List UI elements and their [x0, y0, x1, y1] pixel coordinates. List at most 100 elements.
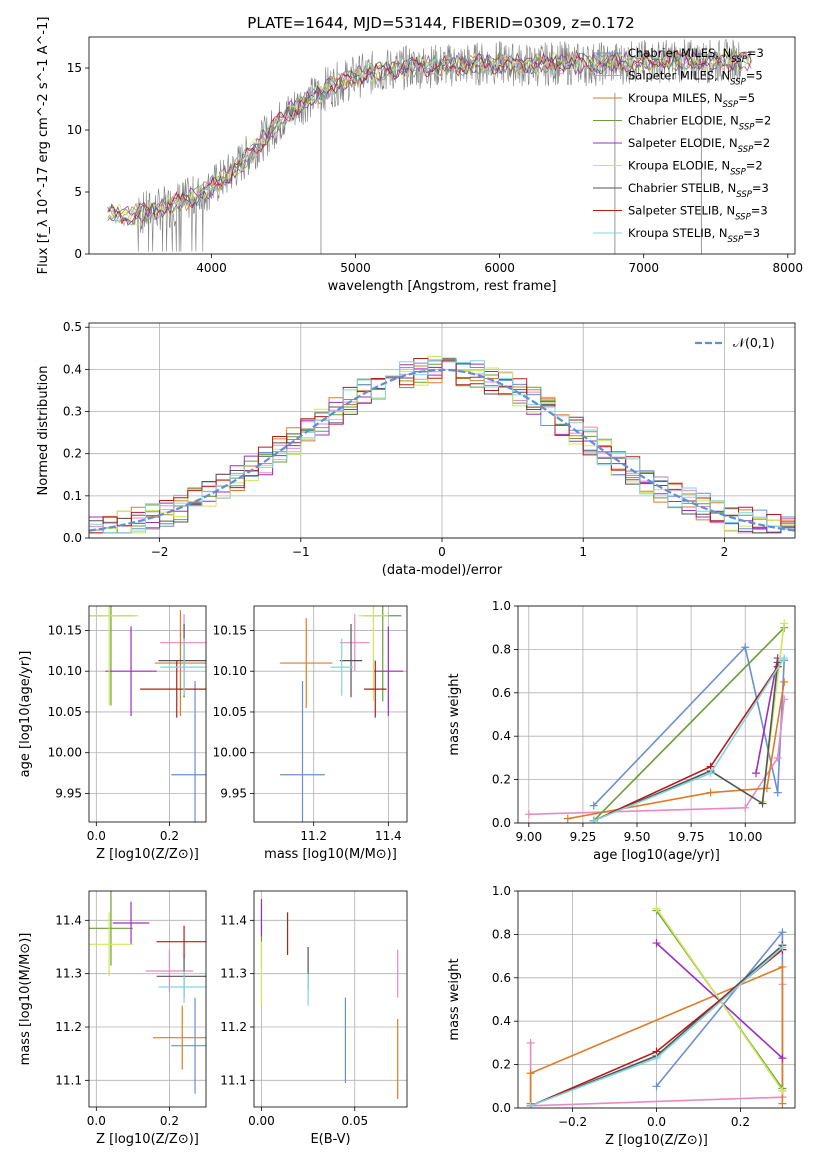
plot-area [89, 606, 206, 822]
panel-1: 4000 5000 6000 7000 8000 0 5 10 15 wavelength [An… [36, 17, 803, 294]
y-tick-label: 0.2 [63, 447, 82, 461]
y-tick-label: 0.5 [63, 320, 82, 334]
y-tick-label: 0.1 [63, 489, 82, 503]
plot-area [89, 891, 206, 1094]
x-tick-label: −1 [292, 545, 310, 559]
y-axis-label: mass [log10(M/M⊙)] [18, 933, 33, 1066]
legend-label: 𝒩(0,1) [733, 335, 775, 350]
y-tick-label: 0.6 [492, 686, 511, 700]
legend-label: Salpeter STELIB, NSSP=3 [628, 204, 768, 223]
axes: 0.0 0.2 11.1 11.2 11.3 11.4 Z [log10(Z/Z⊙)] mas… [18, 890, 207, 1147]
plot-area [280, 606, 404, 822]
weight-line [593, 662, 779, 822]
axes-frame [88, 322, 796, 539]
y-axis-label: mass weight [447, 673, 462, 755]
axes: −0.2 0.0 0.2 0.0 0.2 0.4 0.6 0.8 1.0 Z [log10(Z/Z… [447, 884, 796, 1148]
y-tick-label: 0.0 [492, 1101, 511, 1115]
weight-marker [589, 801, 598, 810]
x-axis-label: E(B-V) [310, 1132, 350, 1147]
y-tick-label: 1.0 [492, 599, 511, 613]
weight-marker [780, 677, 789, 686]
y-axis-label: age [log10(age/yr)] [18, 651, 33, 778]
weight-line [593, 627, 785, 822]
y-tick-label: 10.10 [213, 664, 247, 678]
grid [254, 606, 407, 822]
weight-marker [526, 1038, 535, 1047]
model-line [107, 50, 752, 224]
x-tick-label: 9.25 [570, 830, 597, 844]
histogram-step [89, 357, 795, 534]
x-tick-label: 10.00 [728, 830, 762, 844]
x-axis-label: (data-model)/error [382, 563, 503, 578]
y-tick-label: 0.3 [63, 405, 82, 419]
legend-label: Kroupa STELIB, NSSP=3 [628, 226, 760, 245]
panel-5: 9.00 9.25 9.50 9.75 10.00 0.0 0.2 0.4 0.6 0.8 1.0 a… [447, 599, 796, 863]
x-axis-label: Z [log10(Z/Z⊙)] [96, 1132, 199, 1147]
weight-marker [652, 1054, 661, 1063]
panel-6: 0.0 0.2 11.1 11.2 11.3 11.4 Z [log10(Z/Z⊙)] mas… [18, 890, 207, 1147]
weight-marker [778, 1099, 787, 1108]
plot-area [107, 38, 752, 254]
axes-frame [253, 605, 408, 823]
axes-frame [88, 36, 796, 255]
x-tick-label: 9.50 [624, 830, 651, 844]
x-tick-label: 4000 [196, 261, 227, 275]
weight-marker [778, 943, 787, 952]
x-tick-label: 8000 [773, 261, 804, 275]
panel-3: 0.0 0.2 9.95 10.00 10.05 10.10 10.15 Z [log10(Z… [18, 605, 207, 862]
axes-frame [88, 890, 207, 1108]
y-axis-label: Flux [f_λ 10^-17 erg cm^-2 s^-1 A^-1] [36, 17, 51, 275]
y-tick-label: 10.10 [48, 664, 82, 678]
y-tick-label: 10.15 [48, 623, 82, 637]
y-tick-label: 10.15 [213, 623, 247, 637]
y-tick-label: 0 [74, 247, 82, 261]
weight-marker [778, 1086, 787, 1095]
panel-8: −0.2 0.0 0.2 0.0 0.2 0.4 0.6 0.8 1.0 Z [log10(Z/Z… [447, 884, 796, 1148]
weight-marker [652, 1082, 661, 1091]
y-tick-label: 10 [67, 123, 82, 137]
y-tick-label: 0.6 [492, 971, 511, 985]
histogram-step [89, 358, 795, 534]
x-axis-label: age [log10(age/yr)] [593, 848, 720, 863]
y-tick-label: 0.2 [492, 773, 511, 787]
x-tick-label: 0.00 [248, 1114, 275, 1128]
normal-curve [89, 368, 795, 532]
axes-frame [253, 890, 408, 1108]
y-tick-label: 11.2 [220, 1020, 247, 1034]
legend-label: Kroupa MILES, NSSP=5 [628, 91, 755, 110]
legend: Chabrier MILES, NSSP=3 Salpeter MILES, NS… [593, 46, 771, 245]
x-tick-label: 11.2 [300, 829, 327, 843]
x-tick-label: 0.2 [160, 1114, 179, 1128]
weight-line [529, 965, 784, 1104]
weight-marker [741, 803, 750, 812]
weight-marker [563, 814, 572, 823]
y-tick-label: 11.1 [220, 1073, 247, 1087]
y-tick-label: 0.0 [492, 816, 511, 830]
weight-marker [652, 904, 661, 913]
y-tick-label: 0.8 [492, 642, 511, 656]
x-tick-label: 1 [579, 545, 587, 559]
y-tick-label: 10.00 [48, 746, 82, 760]
y-tick-label: 0.0 [63, 531, 82, 545]
x-tick-label: 11.4 [375, 829, 402, 843]
axes: 0.00 0.05 11.1 11.2 11.3 11.4 E(B-V) [220, 890, 408, 1147]
weight-marker [706, 769, 715, 778]
legend-label: Chabrier MILES, NSSP=3 [628, 46, 764, 65]
axes-frame [517, 890, 796, 1109]
axes: 11.2 11.4 9.95 10.00 10.05 10.10 10.15 mass [lo… [213, 605, 408, 862]
x-tick-label: 5000 [340, 261, 371, 275]
x-tick-label: −2 [151, 545, 169, 559]
weight-line [755, 657, 779, 774]
weight-marker [780, 654, 789, 663]
weight-marker [652, 939, 661, 948]
axes-frame [88, 605, 207, 823]
x-tick-label: −0.2 [558, 1115, 587, 1129]
y-tick-label: 10.05 [48, 705, 82, 719]
legend-label: Chabrier ELODIE, NSSP=2 [628, 114, 771, 133]
y-tick-label: 0.4 [492, 729, 511, 743]
panel-4: 11.2 11.4 9.95 10.00 10.05 10.10 10.15 mass [lo… [213, 605, 408, 862]
y-tick-label: 11.4 [220, 913, 247, 927]
weight-marker [524, 810, 533, 819]
weight-marker [706, 788, 715, 797]
